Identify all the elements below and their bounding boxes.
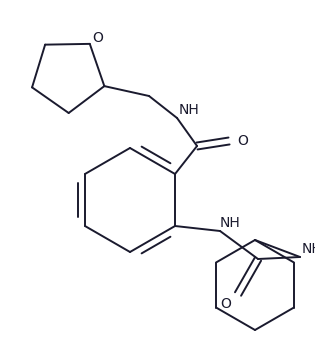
Text: NH: NH bbox=[220, 216, 240, 230]
Text: O: O bbox=[92, 31, 103, 45]
Text: NH: NH bbox=[302, 242, 315, 256]
Text: O: O bbox=[238, 134, 249, 148]
Text: NH: NH bbox=[179, 103, 199, 117]
Text: O: O bbox=[220, 297, 232, 311]
